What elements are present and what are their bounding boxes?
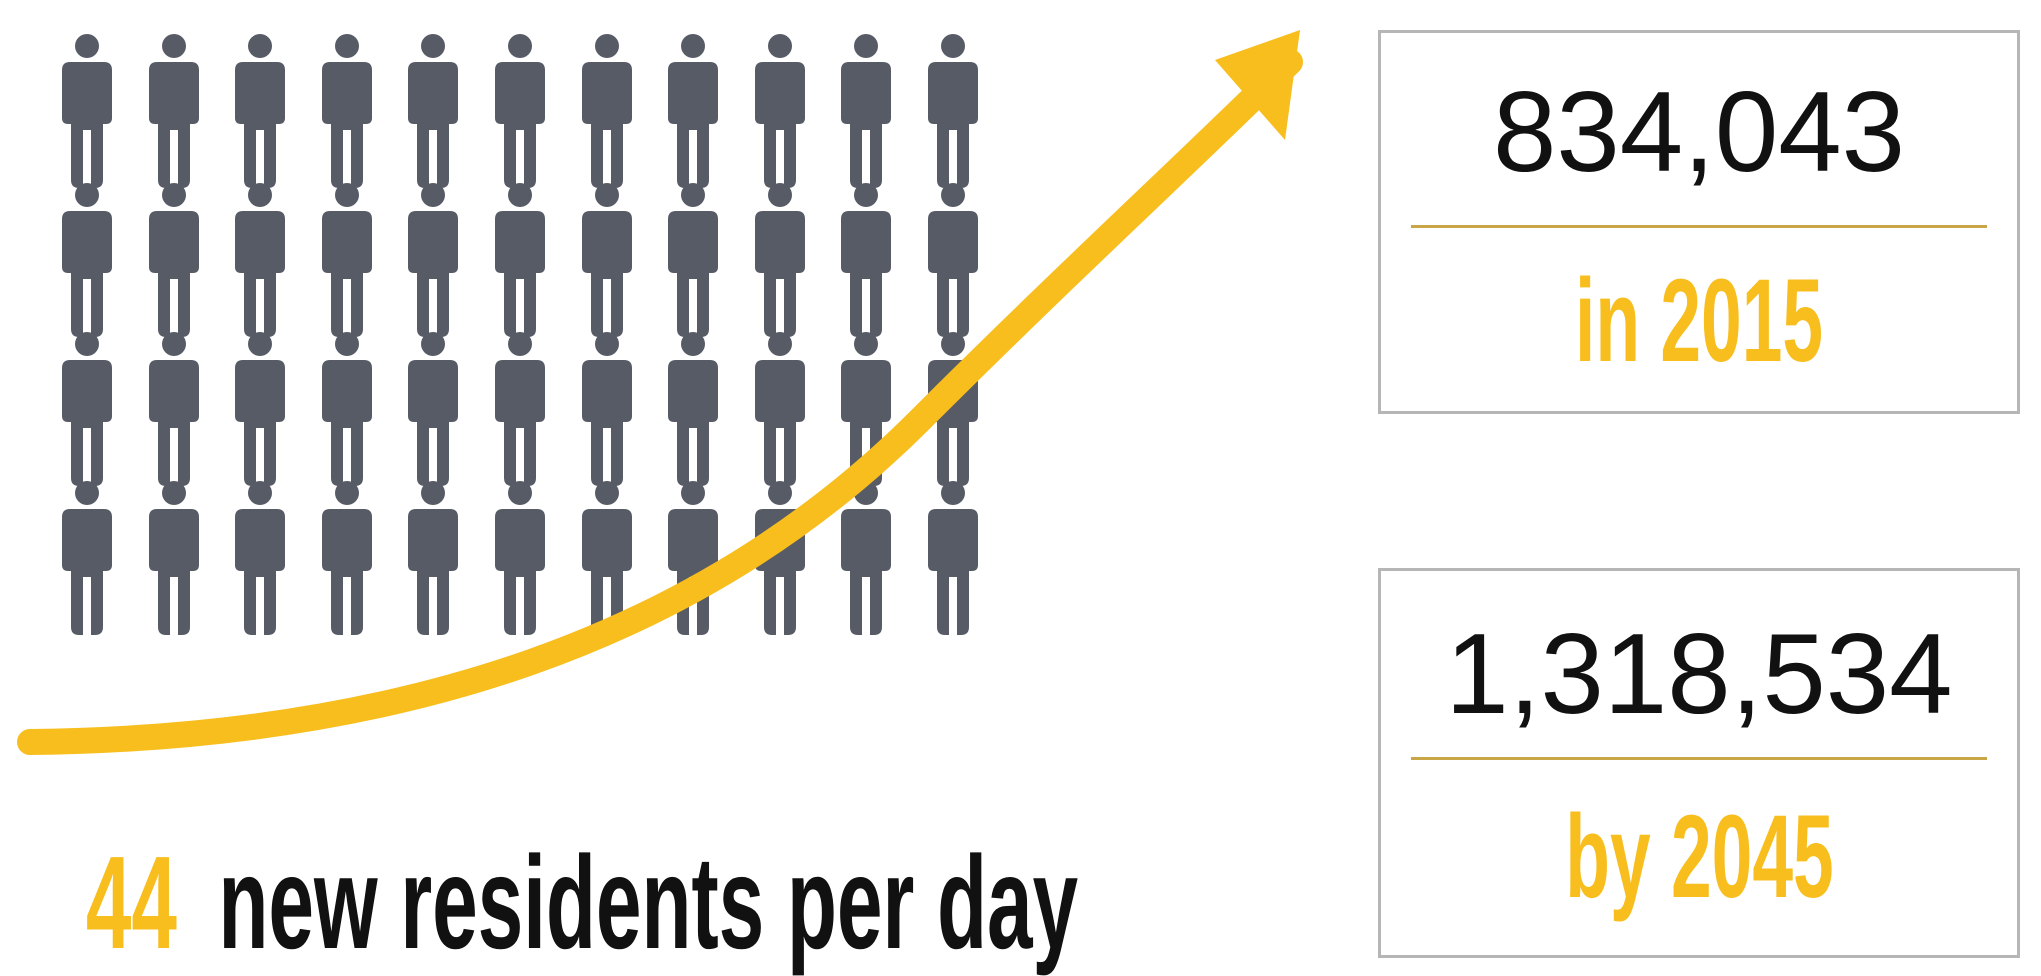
population-2015-label: in 2015 (1381, 261, 2017, 381)
residents-per-day-caption: 44 new residents per day (86, 829, 1260, 976)
person-icon (745, 328, 815, 488)
person-icon (658, 328, 728, 488)
person-icon (918, 30, 988, 190)
person-icon (139, 477, 209, 637)
person-icon (831, 477, 901, 637)
residents-per-day-number: 44 (86, 829, 178, 976)
person-icon (918, 328, 988, 488)
person-icon (485, 328, 555, 488)
person-icon (572, 328, 642, 488)
person-icon (745, 30, 815, 190)
divider (1411, 225, 1987, 228)
person-icon (658, 30, 728, 190)
population-2045-label-text: by 2045 (1564, 791, 1834, 923)
person-icon (831, 328, 901, 488)
person-icon (139, 30, 209, 190)
people-grid (52, 30, 988, 637)
person-icon (572, 179, 642, 339)
population-2015-value: 834,043 (1492, 69, 1906, 196)
person-icon (225, 30, 295, 190)
person-icon (918, 477, 988, 637)
person-icon (52, 477, 122, 637)
person-icon (658, 179, 728, 339)
population-2015-label-text: in 2015 (1574, 255, 1824, 387)
person-icon (398, 30, 468, 190)
person-icon (572, 30, 642, 190)
population-2045-box: 1,318,534 by 2045 (1378, 568, 2020, 958)
population-2015-box: 834,043 in 2015 (1378, 30, 2020, 414)
person-icon (398, 179, 468, 339)
person-icon (52, 30, 122, 190)
residents-per-day-text: new residents per day (218, 829, 1079, 976)
person-icon (572, 477, 642, 637)
person-icon (658, 477, 728, 637)
person-icon (312, 477, 382, 637)
population-2045-value: 1,318,534 (1445, 611, 1953, 738)
person-icon (485, 179, 555, 339)
person-icon (52, 179, 122, 339)
person-icon (139, 328, 209, 488)
population-2045-label: by 2045 (1381, 797, 2017, 917)
person-icon (398, 477, 468, 637)
person-icon (485, 30, 555, 190)
person-icon (225, 477, 295, 637)
person-icon (918, 179, 988, 339)
person-icon (398, 328, 468, 488)
person-icon (745, 179, 815, 339)
person-icon (312, 30, 382, 190)
person-icon (485, 477, 555, 637)
person-icon (52, 328, 122, 488)
person-icon (745, 477, 815, 637)
person-icon (312, 179, 382, 339)
divider (1411, 757, 1987, 760)
person-icon (139, 179, 209, 339)
person-icon (831, 179, 901, 339)
person-icon (312, 328, 382, 488)
person-icon (831, 30, 901, 190)
person-icon (225, 328, 295, 488)
person-icon (225, 179, 295, 339)
